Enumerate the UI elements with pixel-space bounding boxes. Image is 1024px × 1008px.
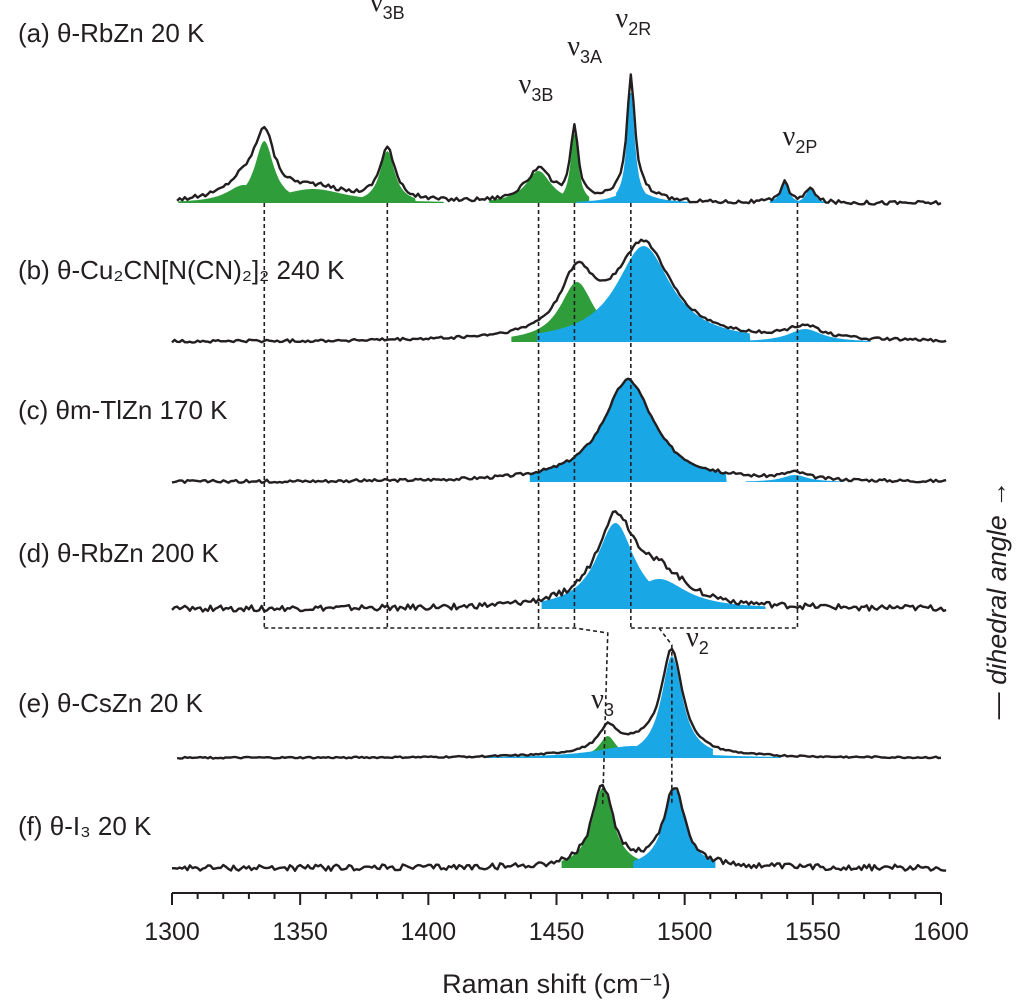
peak-fill-c-1 xyxy=(745,475,845,482)
peak-fill-b-2 xyxy=(739,329,871,342)
peak-fill-e-1 xyxy=(630,656,713,758)
series-label-f: (f) θ-I₃ 20 K xyxy=(18,811,152,841)
peak-label-a-4: ν2R xyxy=(616,3,652,39)
dihedral-angle-annotation: — dihedral angle → xyxy=(982,481,1012,721)
x-tick-label-1450: 1450 xyxy=(529,918,585,946)
peak-fill-b-1 xyxy=(537,246,751,342)
peak-label-a-5: ν2P xyxy=(783,121,818,157)
peak-fill-a-9 xyxy=(795,187,825,203)
dashed-guides xyxy=(263,203,799,806)
spectrum-b xyxy=(171,238,947,344)
peak-fill-f-1 xyxy=(633,789,716,868)
peak-fill-e-2 xyxy=(485,746,781,758)
x-tick-label-1550: 1550 xyxy=(785,918,841,946)
peak-label-a-1: ν3B xyxy=(370,0,405,23)
guide-v2-link xyxy=(630,627,798,805)
series-label-a: (a) θ-RbZn 20 K xyxy=(18,18,205,48)
series-labels: (a) θ-RbZn 20 Kν3Aν3Bν3Bν3Aν2Rν2P(b) θ-C… xyxy=(18,0,817,841)
spectrum-traces xyxy=(171,73,947,872)
x-tick-label-1400: 1400 xyxy=(401,918,457,946)
x-tick-label-1500: 1500 xyxy=(657,918,713,946)
spectrum-e xyxy=(176,647,942,760)
series-label-b: (b) θ-Cu₂CN[N(CN)₂]₂ 240 K xyxy=(18,255,345,285)
peak-fills xyxy=(178,93,871,868)
peak-fill-d-1 xyxy=(552,579,766,609)
peak-label-a-2: ν3B xyxy=(519,69,554,105)
x-tick-label-1350: 1350 xyxy=(272,918,328,946)
peak-label-e-0: ν3 xyxy=(591,684,614,720)
x-tick-label-1600: 1600 xyxy=(913,918,969,946)
peak-fill-c-0 xyxy=(529,380,727,482)
guide-v3-link xyxy=(264,627,609,806)
spectrum-d xyxy=(171,510,947,613)
peak-fill-a-5 xyxy=(559,134,590,203)
series-label-e: (e) θ-CsZn 20 K xyxy=(18,688,204,718)
spectrum-f xyxy=(171,783,947,872)
x-tick-label-1300: 1300 xyxy=(144,918,200,946)
side-annotation-text: — dihedral angle → xyxy=(982,481,1012,721)
peak-fill-f-0 xyxy=(561,788,644,868)
spectrum-c xyxy=(171,377,947,484)
peak-fill-a-7 xyxy=(576,189,691,203)
series-label-d: (d) θ-RbZn 200 K xyxy=(18,538,220,568)
spectrum-a xyxy=(176,73,942,206)
peak-label-e-1: ν2 xyxy=(686,622,709,658)
series-label-c: (c) θm-TlZn 170 K xyxy=(18,395,228,425)
x-axis-label: Raman shift (cm⁻¹) xyxy=(442,969,671,999)
peak-fill-a-3 xyxy=(358,151,416,203)
peak-label-a-3: ν3A xyxy=(567,31,602,67)
x-axis: 1300 1350 1400 1450 1500 1550 1600 Raman shift … xyxy=(144,892,969,999)
peak-fill-a-6 xyxy=(616,93,646,203)
peak-fill-a-8 xyxy=(769,181,800,203)
